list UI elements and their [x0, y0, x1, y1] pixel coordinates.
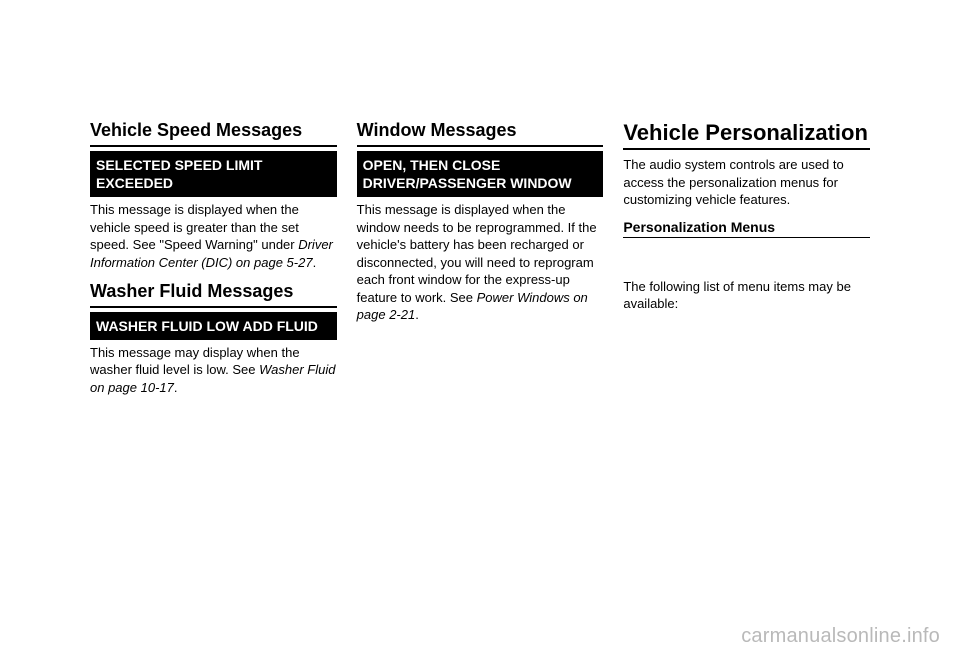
- personalization-heading: Vehicle Personalization: [623, 120, 870, 150]
- vehicle-speed-msg-title: SELECTED SPEED LIMIT EXCEEDED: [90, 151, 337, 197]
- column-3: Vehicle Personalization The audio system…: [623, 120, 870, 407]
- watermark: carmanualsonline.info: [741, 625, 940, 648]
- personalization-intro: The audio system controls are used to ac…: [623, 156, 870, 209]
- vehicle-speed-body-post: .: [313, 255, 317, 270]
- personalization-subheading: Personalization Menus: [623, 219, 870, 238]
- column-2: Window Messages OPEN, THEN CLOSE DRIVER/…: [357, 120, 604, 407]
- personalization-list-intro: The following list of menu items may be …: [623, 278, 870, 313]
- washer-body-post: .: [174, 380, 178, 395]
- washer-body: This message may display when the washer…: [90, 344, 337, 397]
- window-msg-title: OPEN, THEN CLOSE DRIVER/PASSENGER WINDOW: [357, 151, 604, 197]
- washer-heading: Washer Fluid Messages: [90, 281, 337, 308]
- window-heading: Window Messages: [357, 120, 604, 147]
- column-1: Vehicle Speed Messages SELECTED SPEED LI…: [90, 120, 337, 407]
- page-content: Vehicle Speed Messages SELECTED SPEED LI…: [0, 0, 960, 407]
- vehicle-speed-body-pre: This message is displayed when the vehic…: [90, 202, 299, 252]
- window-body-post: .: [415, 307, 419, 322]
- window-body: This message is displayed when the windo…: [357, 201, 604, 324]
- vehicle-speed-heading: Vehicle Speed Messages: [90, 120, 337, 147]
- vehicle-speed-body: This message is displayed when the vehic…: [90, 201, 337, 271]
- washer-msg-title: WASHER FLUID LOW ADD FLUID: [90, 312, 337, 340]
